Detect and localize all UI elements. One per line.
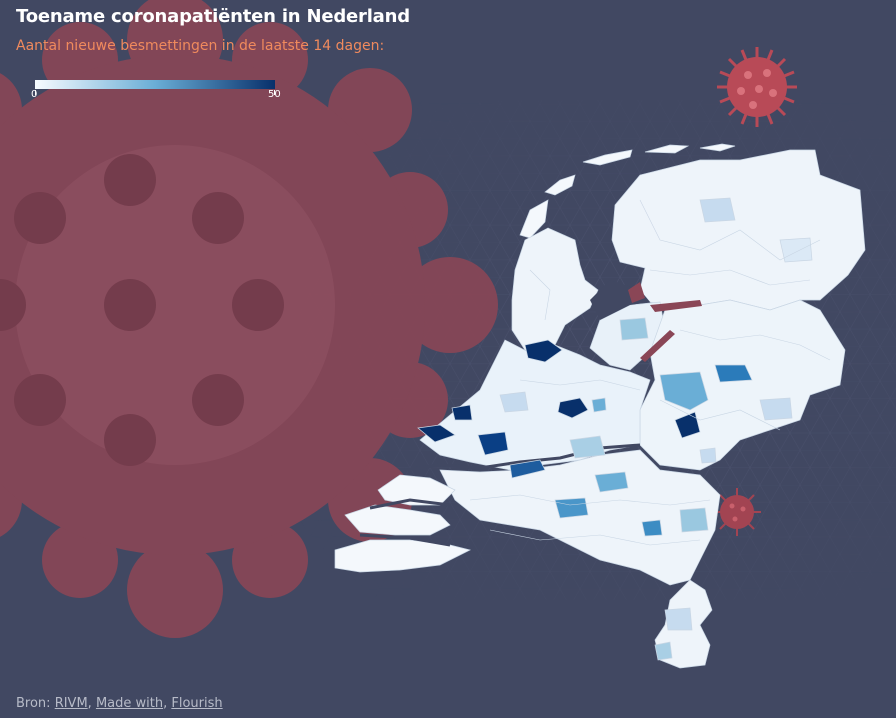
- municipality-mid[interactable]: [679, 507, 709, 533]
- province-zeeland[interactable]: [334, 539, 472, 573]
- municipality-high[interactable]: [417, 424, 456, 443]
- wadden-island[interactable]: [582, 149, 633, 166]
- source-prefix: Bron:: [16, 696, 55, 711]
- coronavirus-illustration: [0, 0, 498, 638]
- province-north[interactable]: [611, 149, 866, 311]
- municipality-mid[interactable]: [499, 391, 529, 413]
- municipality-high[interactable]: [509, 459, 546, 479]
- wadden-island[interactable]: [644, 144, 690, 154]
- source-separator: ,: [163, 696, 172, 711]
- lake: [640, 330, 675, 362]
- netherlands-map: [334, 143, 866, 669]
- chart-subtitle: Aantal nieuwe besmettingen in de laatste…: [16, 38, 385, 54]
- municipality-mid[interactable]: [591, 397, 607, 413]
- wadden-island[interactable]: [699, 143, 736, 152]
- municipality-mid[interactable]: [554, 497, 589, 519]
- municipality-mid[interactable]: [664, 607, 693, 631]
- legend-color-scale: [35, 80, 275, 89]
- chart-title: Toename coronapatiënten in Nederland: [16, 6, 410, 27]
- legend-min-label: 0: [31, 89, 38, 100]
- coronavirus-icon: [713, 488, 761, 536]
- municipality-high[interactable]: [477, 431, 509, 456]
- legend-tick-max: [274, 90, 275, 95]
- river: [359, 533, 451, 547]
- wadden-island[interactable]: [519, 199, 549, 239]
- municipality-mid[interactable]: [594, 471, 629, 493]
- flourish-link[interactable]: Flourish: [171, 696, 223, 711]
- municipality-high[interactable]: [557, 397, 589, 419]
- province-zeeland[interactable]: [344, 504, 451, 536]
- lake: [650, 300, 702, 312]
- coronavirus-icon: [717, 47, 797, 127]
- province-zeeland[interactable]: [377, 474, 456, 506]
- municipality-mid[interactable]: [699, 447, 717, 464]
- province-noord-holland[interactable]: [511, 227, 599, 359]
- municipality-mid[interactable]: [641, 519, 663, 537]
- wadden-island[interactable]: [544, 174, 576, 196]
- river: [369, 498, 451, 510]
- legend-tick-min: [35, 90, 36, 95]
- made-with-link[interactable]: Made with: [95, 696, 164, 711]
- rivm-link[interactable]: RIVM: [54, 696, 88, 711]
- source-line: Bron: RIVM, Made with, Flourish: [16, 696, 223, 711]
- municipality-mid[interactable]: [759, 397, 793, 421]
- source-separator: ,: [87, 696, 96, 711]
- municipality-mid[interactable]: [659, 371, 709, 411]
- municipality-high[interactable]: [451, 404, 473, 421]
- municipality-mid[interactable]: [779, 237, 813, 263]
- lake: [628, 282, 645, 303]
- province-noord-brabant[interactable]: [439, 449, 721, 586]
- legend-max-label: 50: [268, 89, 281, 100]
- municipality-mid[interactable]: [569, 435, 606, 459]
- municipality-mid[interactable]: [714, 364, 753, 383]
- municipality-high[interactable]: [524, 339, 563, 363]
- municipality-mid[interactable]: [619, 317, 649, 341]
- municipality-high[interactable]: [674, 411, 701, 439]
- municipality-mid[interactable]: [654, 641, 673, 661]
- municipality-mid[interactable]: [699, 197, 736, 223]
